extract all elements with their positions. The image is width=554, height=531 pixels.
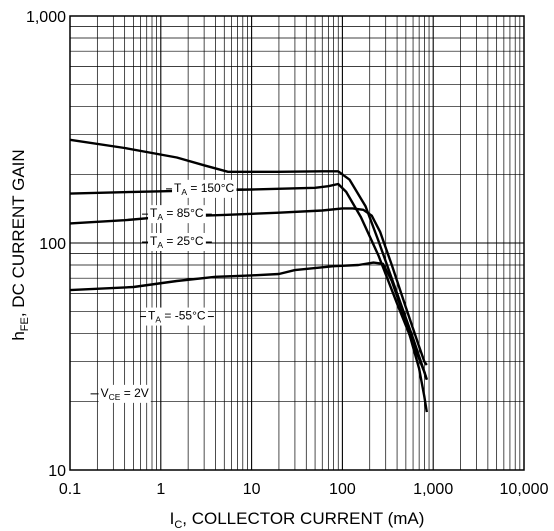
x-tick-label: 1: [156, 481, 165, 498]
x-tick-label: 10: [243, 481, 261, 498]
series-label: TA = 25°C: [150, 234, 204, 250]
series-label-background: [148, 232, 206, 251]
series-label: TA = 150°C: [174, 181, 235, 197]
series-label: TA = -55°C: [148, 309, 206, 325]
vce-label-background: [98, 384, 151, 403]
series-line: [69, 138, 428, 381]
series-label-background: [148, 205, 206, 224]
series-line: [69, 261, 428, 413]
series-label-background: [172, 179, 237, 198]
plot-frame: [69, 15, 525, 471]
series-label-background: [146, 307, 208, 326]
series-label: TA = 85°C: [150, 206, 204, 222]
vce-label: VCE = 2V: [101, 386, 149, 402]
grid-lines: [70, 16, 524, 470]
x-tick-label: 0.1: [59, 481, 81, 498]
y-tick-labels: 10 100 1,000: [26, 9, 66, 480]
y-tick-label: 10: [48, 463, 66, 480]
vce-annotation: VCE = 2V: [90, 384, 151, 403]
y-tick-label: 100: [39, 236, 66, 253]
x-tick-label: 100: [329, 481, 356, 498]
x-tick-label: 1,000: [413, 481, 453, 498]
series-labels: TA = 150°C TA = 85°C TA = 25°C TA = -55°C: [140, 179, 243, 326]
y-tick-label: 1,000: [26, 9, 66, 26]
x-axis-label: IC, COLLECTOR CURRENT (mA): [170, 509, 425, 531]
series-group: [69, 138, 428, 413]
y-axis-label: hFE, DC CURRENT GAIN: [9, 149, 31, 340]
x-tick-labels: 0.1 1 10 100 1,000 10,000: [59, 481, 549, 498]
x-tick-label: 10,000: [500, 481, 549, 498]
